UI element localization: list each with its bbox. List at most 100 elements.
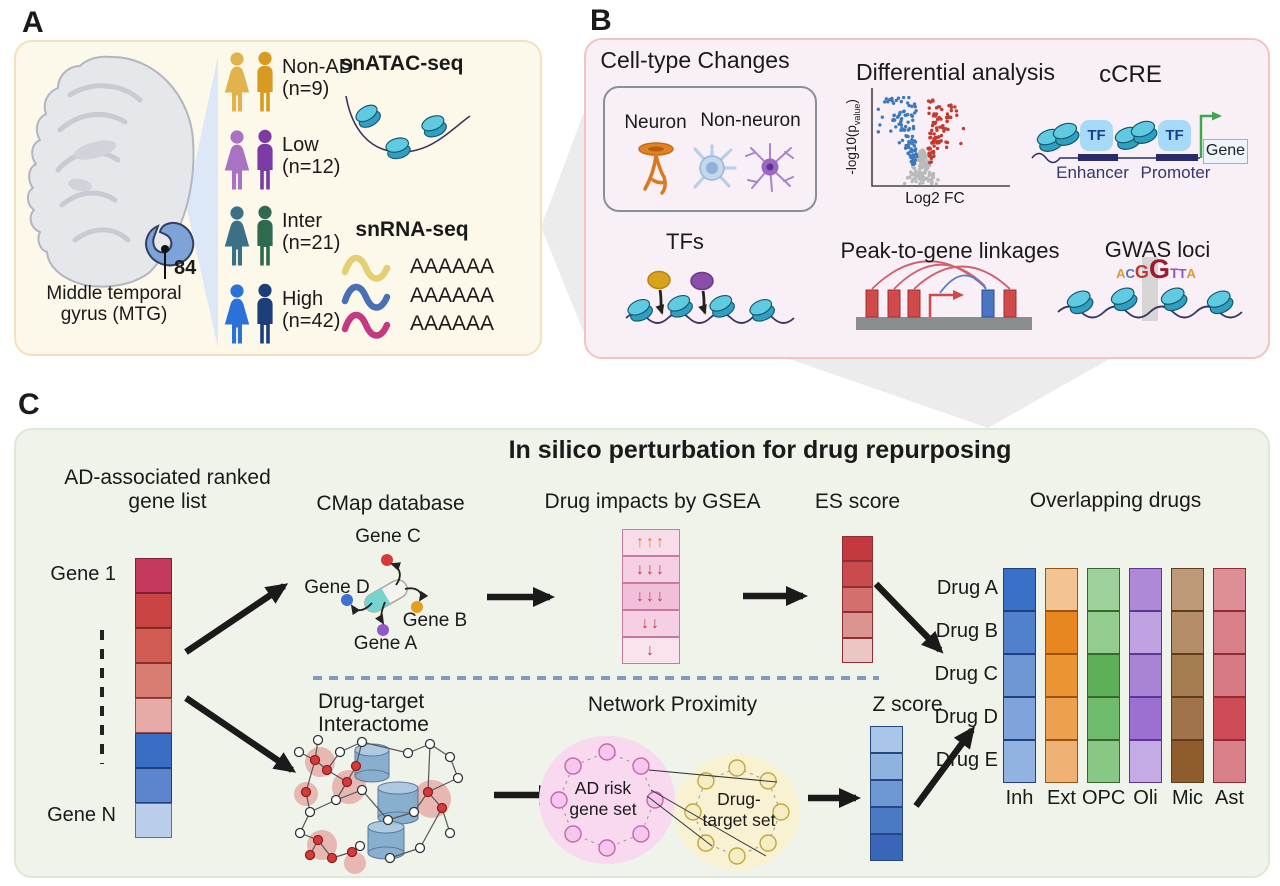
overlap-cell	[1087, 697, 1120, 740]
volcano-point	[886, 100, 890, 104]
es-title: ES score	[814, 490, 901, 513]
proximity-link	[650, 789, 767, 857]
drug-row-label: Drug B	[935, 620, 998, 642]
volcano-point	[907, 126, 912, 131]
gsea-arrow-row: ↓	[622, 637, 680, 664]
panel-a-letter: A	[22, 6, 44, 39]
volcano-point	[921, 181, 925, 185]
volcano-point	[933, 120, 938, 124]
volcano-point	[899, 120, 903, 124]
flow-arrow	[873, 581, 944, 654]
volcano-point	[896, 96, 901, 100]
volcano-point	[954, 109, 959, 113]
female-icon	[224, 66, 250, 112]
interactome-node	[444, 751, 456, 763]
heat-cell	[135, 698, 172, 733]
female-icon	[224, 144, 250, 190]
volcano-point	[940, 107, 944, 112]
p2g-tss-arrow	[928, 290, 964, 317]
tf-protein-purple-icon	[690, 271, 714, 291]
heat-cell	[870, 780, 903, 807]
gsea-arrow-row: ↓↓	[622, 610, 680, 637]
diff-analysis-title: Differential analysis	[855, 59, 1055, 85]
female-icon	[230, 130, 244, 144]
interactome-edge	[361, 741, 409, 754]
interactome-node	[356, 784, 368, 796]
volcano-point	[933, 114, 938, 118]
gene-list-ellipsis	[100, 630, 104, 764]
overlap-cell	[1045, 740, 1078, 783]
ylabel-main: -log10(p	[844, 125, 860, 175]
motif-letter: A	[1186, 266, 1196, 281]
volcano-point	[896, 114, 901, 118]
perturbation-arrow	[390, 562, 402, 586]
volcano-point	[897, 141, 902, 145]
volcano-point	[922, 162, 927, 166]
volcano-point	[903, 128, 907, 132]
brain-gyri-line	[57, 111, 128, 133]
volcano-point	[914, 179, 918, 184]
volcano-point	[929, 135, 933, 140]
overlap-column-Oli	[1129, 568, 1162, 783]
connector-b-c	[772, 353, 1120, 428]
overlap-cell	[1213, 740, 1246, 783]
p2g-arc-blue	[939, 274, 987, 294]
gsea-title: Drug impacts by GSEA	[544, 490, 761, 513]
cmap-title: CMap database	[316, 492, 465, 515]
interactome-title-line2: Interactome	[318, 713, 429, 736]
overlap-cell	[1213, 654, 1246, 697]
overlap-column-Mic	[1171, 568, 1204, 783]
flow-arrow	[184, 583, 289, 655]
volcano-point	[907, 139, 911, 144]
volcano-point	[914, 109, 918, 113]
volcano-point	[909, 147, 913, 151]
overlap-title: Overlapping drugs	[1029, 489, 1202, 512]
drug-target-set-line1: Drug-	[717, 789, 761, 809]
p2g-peak-bar	[1003, 289, 1017, 318]
ad-risk-node	[564, 825, 582, 843]
brain-gyri-line	[59, 190, 118, 208]
heat-cell	[842, 536, 873, 562]
polya-tail: AAAAAA	[410, 284, 495, 307]
cohort-name: Non-AD	[282, 56, 354, 78]
cohort-n: (n=21)	[282, 232, 341, 254]
celltype-col-label: Inh	[1005, 787, 1034, 809]
interactome-edge	[419, 807, 443, 849]
volcano-point	[901, 95, 906, 100]
male-icon	[258, 51, 272, 65]
overlap-cell	[1129, 654, 1162, 697]
heat-cell	[842, 561, 873, 587]
volcano-point	[905, 101, 910, 105]
interactome-node	[424, 738, 436, 750]
gene-c-label: Gene C	[355, 526, 421, 547]
volcano-point	[961, 126, 966, 131]
volcano-point	[913, 105, 917, 109]
heat-cell	[135, 768, 172, 803]
volcano-point	[931, 174, 936, 179]
volcano-point	[917, 167, 922, 171]
connector-a-b	[541, 112, 584, 333]
volcano-point	[910, 134, 915, 139]
proximity-link	[648, 769, 778, 783]
gene1-label: Gene 1	[50, 563, 116, 585]
flow-arrow	[184, 695, 297, 773]
microglia-icon	[766, 163, 774, 171]
cohort-n: (n=12)	[282, 156, 341, 178]
gene-c-dot	[381, 554, 393, 566]
overlap-cell	[1045, 654, 1078, 697]
perturbation-arrow	[404, 587, 429, 602]
volcano-point	[878, 123, 882, 127]
overlap-cell	[1129, 740, 1162, 783]
proximity-link	[646, 795, 713, 847]
ad-risk-set-line1: AD risk	[574, 778, 632, 798]
overlap-cell	[1129, 611, 1162, 654]
heat-cell	[135, 733, 172, 768]
female-icon	[230, 284, 244, 298]
overlap-cell	[1171, 740, 1204, 783]
overlap-cell	[1045, 568, 1078, 611]
drug-row-label: Drug C	[934, 663, 998, 685]
drug-row-label: Drug A	[936, 577, 998, 599]
es-score-column	[842, 536, 873, 663]
motif-letter: G	[1134, 262, 1149, 282]
panel-a-art	[26, 51, 471, 348]
